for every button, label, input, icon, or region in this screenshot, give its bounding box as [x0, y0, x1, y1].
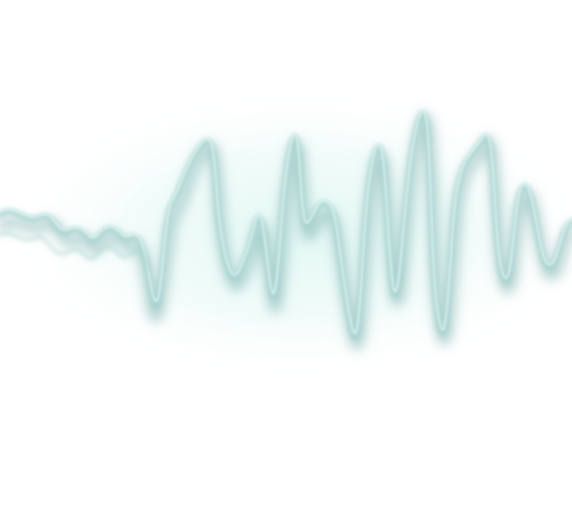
wave-body — [0, 111, 572, 341]
wave-highlight — [0, 109, 572, 335]
wave-echo — [0, 231, 152, 272]
